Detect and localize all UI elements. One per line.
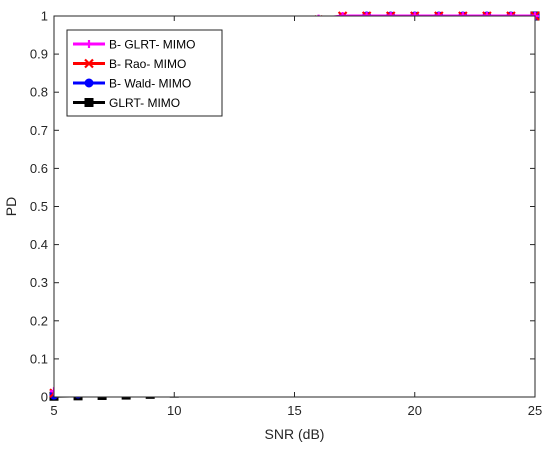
legend-label: B- Rao- MIMO xyxy=(109,57,186,71)
legend-item: B- Rao- MIMO xyxy=(73,57,186,71)
legend-label: B- Wald- MIMO xyxy=(109,77,191,91)
legend-item: B- Wald- MIMO xyxy=(73,77,191,91)
y-tick-label: 0.5 xyxy=(30,199,48,214)
legend: B- GLRT- MIMO B- Rao- MIMO B- Wald- MIMO GL… xyxy=(66,29,223,117)
legend-marker xyxy=(84,78,94,88)
y-tick-label: 0.9 xyxy=(30,47,48,62)
y-tick-label: 0.6 xyxy=(30,161,48,176)
x-tick-label: 15 xyxy=(287,403,301,418)
y-tick-label: 0.2 xyxy=(30,313,48,328)
x-tick-label: 20 xyxy=(408,403,422,418)
x-axis-label: SNR (dB) xyxy=(265,426,325,442)
legend-marker xyxy=(84,98,94,107)
x-tick-label: 10 xyxy=(167,403,181,418)
legend-marker xyxy=(85,40,93,48)
legend-item: B- GLRT- MIMO xyxy=(73,38,195,52)
y-tick-label: 0.4 xyxy=(30,237,48,252)
y-tick-label: 0.1 xyxy=(30,351,48,366)
x-tick-label: 25 xyxy=(528,403,542,418)
legend-item: GLRT- MIMO xyxy=(73,96,180,110)
y-tick-label: 1 xyxy=(41,9,48,24)
legend-label: B- GLRT- MIMO xyxy=(109,38,195,52)
y-tick-label: 0.7 xyxy=(30,123,48,138)
y-tick-label: 0 xyxy=(41,390,48,405)
y-axis-label: PD xyxy=(3,197,19,216)
x-tick-label: 5 xyxy=(50,403,57,418)
y-tick-label: 0.8 xyxy=(30,85,48,100)
legend-label: GLRT- MIMO xyxy=(109,96,180,110)
legend-marker xyxy=(84,58,94,69)
y-tick-label: 0.3 xyxy=(30,275,48,290)
